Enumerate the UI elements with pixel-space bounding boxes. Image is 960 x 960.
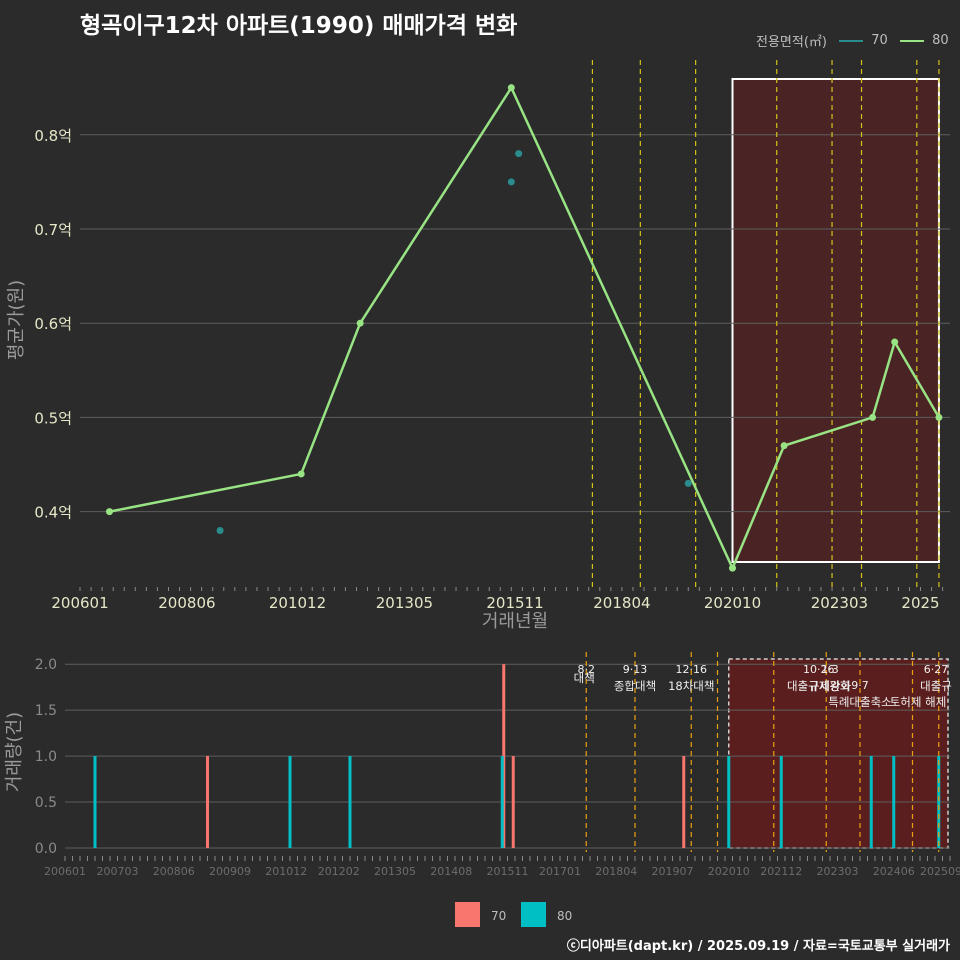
legend-title: 전용면적(㎡) bbox=[756, 35, 827, 50]
data-point-70 bbox=[515, 150, 523, 158]
bar-80 bbox=[727, 756, 731, 848]
legend-swatch-80 bbox=[521, 902, 546, 927]
price-chart: 0.4억 0.5억 0.6억 0.7억 0.8억 200601 200806 201012 20… bbox=[6, 60, 950, 632]
x-tick-label: 201012 bbox=[269, 594, 326, 612]
data-point-80 bbox=[891, 338, 899, 346]
bar-80 bbox=[779, 756, 783, 848]
x-tick-label: 202112 bbox=[760, 865, 802, 878]
y-tick-label: 0.5 bbox=[35, 795, 57, 811]
annotation-label: 대출규 bbox=[920, 679, 952, 693]
legend-label: 80 bbox=[557, 909, 572, 923]
x-tick-label: 201804 bbox=[595, 865, 637, 878]
annotation-label: 대책 bbox=[574, 671, 595, 685]
data-point-80 bbox=[780, 442, 788, 450]
x-tick-label: 202010 bbox=[704, 594, 761, 612]
annotation-label: 토허제 해제 bbox=[890, 695, 947, 709]
x-axis-title: 거래년월 bbox=[482, 611, 548, 632]
annotation-date: 1·3 bbox=[821, 663, 839, 676]
x-tick-label: 200806 bbox=[158, 594, 215, 612]
x-tick-label: 201305 bbox=[374, 865, 416, 878]
footer-credit: ⓒ디아파트(dapt.kr) / 2025.09.19 / 자료=국토교통부 실… bbox=[566, 939, 950, 954]
y-tick-label: 0.7억 bbox=[34, 221, 72, 239]
bar-80 bbox=[937, 756, 941, 848]
x-tick-label: 201701 bbox=[539, 865, 581, 878]
x-tick-label: 200909 bbox=[209, 865, 251, 878]
bar-70 bbox=[206, 756, 209, 848]
data-point-80 bbox=[356, 319, 364, 327]
bar-80 bbox=[348, 756, 352, 848]
legend-label-80: 80 bbox=[932, 33, 949, 48]
y-tick-label: 0.6억 bbox=[34, 315, 72, 333]
x-tick-label: 202010 bbox=[708, 865, 750, 878]
legend-label-70: 70 bbox=[871, 33, 888, 48]
data-point-80 bbox=[105, 508, 113, 516]
bar-70 bbox=[511, 756, 515, 848]
annotation-date: 6·27 bbox=[924, 663, 949, 676]
x-tick-label: 200806 bbox=[153, 865, 195, 878]
volume-chart: 0.0 0.5 1.0 1.5 2.0 8·2대책 9·13 종합대책 12·16 18차대책 10… bbox=[4, 652, 960, 927]
annotation-date: 12·16 bbox=[676, 663, 708, 676]
legend-line-70 bbox=[839, 39, 864, 42]
bar-80 bbox=[288, 756, 292, 848]
x-tick-label: 202406 bbox=[873, 865, 915, 878]
y-tick-label: 1.5 bbox=[35, 703, 57, 719]
annotation-label: 특례대출축소 bbox=[828, 695, 891, 709]
bar-80 bbox=[500, 756, 504, 848]
highlight-region bbox=[731, 78, 940, 563]
annotation-label: 종합대책 bbox=[614, 679, 656, 693]
legend-line-80 bbox=[899, 39, 924, 42]
x-tick-label: 200601 bbox=[51, 594, 108, 612]
y-tick-label: 0.8억 bbox=[34, 127, 72, 145]
x-tick-label: 202303 bbox=[811, 594, 868, 612]
highlight-region bbox=[728, 658, 949, 849]
annotation-label: 18차대책 bbox=[668, 679, 714, 693]
y-axis-title: 거래량(건) bbox=[4, 712, 25, 792]
x-tick-label: 201804 bbox=[593, 594, 650, 612]
x-tick-label: 201511 bbox=[487, 865, 529, 878]
y-tick-label: 0.0 bbox=[35, 841, 57, 857]
bar-70 bbox=[502, 664, 506, 848]
annotation-date: 9·13 bbox=[623, 663, 648, 676]
data-point-70 bbox=[216, 526, 224, 534]
x-tick-label: 201907 bbox=[652, 865, 694, 878]
bar-70 bbox=[682, 756, 686, 848]
x-tick-label: 202303 bbox=[817, 865, 859, 878]
x-tick-label: 202509 bbox=[920, 865, 960, 878]
x-tick-label: 201012 bbox=[265, 865, 307, 878]
y-tick-label: 0.4억 bbox=[34, 504, 72, 522]
data-point-80 bbox=[729, 564, 736, 572]
legend-label: 70 bbox=[491, 909, 506, 923]
legend-swatch-70 bbox=[455, 902, 480, 927]
chart-title: 형곡이구12차 아파트(1990) 매매가격 변화 bbox=[80, 13, 518, 39]
annotation-label: 규제완화 bbox=[809, 679, 852, 693]
bar-80 bbox=[892, 756, 896, 848]
y-axis-title: 평균가(원) bbox=[6, 280, 27, 360]
annotation-date: 8·2 bbox=[578, 663, 596, 676]
x-tick-label: 200601 bbox=[44, 865, 86, 878]
x-tick-label: 201305 bbox=[376, 594, 433, 612]
y-tick-label: 1.0 bbox=[35, 749, 57, 765]
annotation-date: 9·7 bbox=[851, 679, 869, 692]
y-tick-label: 0.5억 bbox=[34, 409, 72, 427]
x-tick-label: 2025 bbox=[901, 594, 939, 612]
annotation-label: 대출규제강화 bbox=[787, 679, 851, 693]
x-tick-label: 201511 bbox=[486, 594, 543, 612]
data-point-80 bbox=[297, 470, 305, 478]
annotation-date: 10·26 bbox=[803, 663, 835, 676]
y-tick-label: 2.0 bbox=[35, 657, 57, 673]
bar-80 bbox=[869, 756, 873, 848]
x-tick-label: 201408 bbox=[430, 865, 472, 878]
bar-80 bbox=[93, 756, 97, 848]
x-tick-label: 201202 bbox=[318, 865, 360, 878]
data-point-80 bbox=[869, 413, 877, 421]
data-point-70 bbox=[684, 479, 692, 487]
data-point-80 bbox=[935, 413, 943, 421]
top-legend: 전용면적(㎡) 70 80 bbox=[756, 31, 949, 50]
data-point-70 bbox=[507, 178, 515, 186]
data-point-80 bbox=[507, 84, 515, 92]
x-tick-label: 200703 bbox=[97, 865, 139, 878]
